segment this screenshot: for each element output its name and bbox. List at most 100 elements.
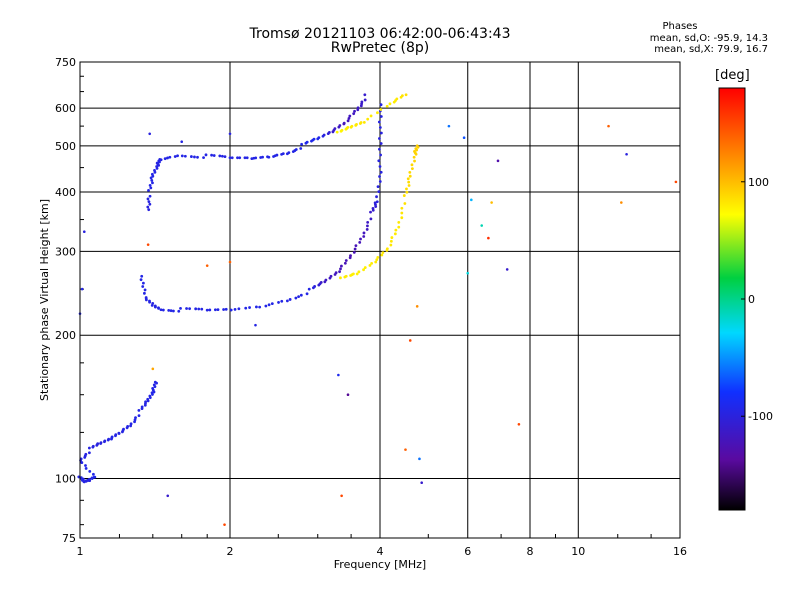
o-trace-point xyxy=(167,308,171,312)
x-trace-point xyxy=(412,155,416,159)
o-trace-point xyxy=(258,305,262,309)
o-trace-point xyxy=(143,288,147,292)
o-trace-point xyxy=(163,157,167,161)
scatter-point xyxy=(166,494,170,498)
o-trace-point xyxy=(114,433,118,437)
o-trace-point xyxy=(193,155,196,159)
x-trace-point xyxy=(414,147,418,151)
o-trace-point xyxy=(210,153,213,157)
o-trace-point xyxy=(378,175,381,178)
colorbar-tick-label: 100 xyxy=(748,176,769,189)
o-trace-point xyxy=(366,220,370,224)
x-trace-point xyxy=(402,194,406,197)
x-trace-point xyxy=(368,264,372,267)
o-trace-point xyxy=(212,154,216,157)
x-trace-point xyxy=(369,114,373,118)
x-trace-point xyxy=(370,261,374,265)
scatter-point xyxy=(340,494,343,498)
y-tick-label: 400 xyxy=(55,186,76,199)
o-trace-point xyxy=(92,472,95,476)
o-trace-point xyxy=(84,464,87,467)
o-trace-point xyxy=(248,306,251,309)
x-trace-point xyxy=(393,232,397,236)
o-trace-point xyxy=(144,400,147,404)
o-trace-point xyxy=(307,287,311,291)
o-trace-point xyxy=(148,194,152,198)
x-trace-point xyxy=(400,206,404,210)
o-trace-point xyxy=(149,176,153,180)
x-trace-point xyxy=(408,174,412,178)
colorbar-title: [deg] xyxy=(715,68,750,83)
o-trace-point xyxy=(324,278,328,282)
o-trace-point xyxy=(216,308,220,312)
x-trace-point xyxy=(413,159,416,163)
y-tick-label: 600 xyxy=(55,102,76,115)
o-trace-point xyxy=(362,231,366,235)
o-trace-point xyxy=(152,383,156,387)
o-trace-point xyxy=(255,305,258,309)
o-trace-point xyxy=(155,161,159,165)
o-trace-point xyxy=(277,301,280,304)
o-trace-point xyxy=(362,235,366,238)
o-trace-point xyxy=(233,307,237,311)
x-trace-point xyxy=(388,102,392,106)
o-trace-point xyxy=(334,271,338,275)
o-trace-point xyxy=(196,155,199,159)
o-trace-point xyxy=(378,137,381,140)
o-trace-point xyxy=(153,380,157,384)
x-trace-point xyxy=(389,243,393,247)
x-trace-point xyxy=(407,180,411,184)
o-trace-point xyxy=(220,154,224,158)
o-trace-point xyxy=(312,137,316,141)
o-trace-point xyxy=(300,142,304,146)
x-trace-point xyxy=(374,260,378,264)
o-trace-point xyxy=(327,130,331,134)
x-trace-point xyxy=(359,121,363,124)
x-trace-point xyxy=(405,187,408,191)
x-trace-point xyxy=(376,111,379,115)
o-trace-point xyxy=(297,295,300,299)
o-trace-point xyxy=(365,228,369,231)
o-trace-point xyxy=(342,121,346,125)
y-axis-label: Stationary phase Virtual Height [km] xyxy=(38,199,51,401)
o-trace-point xyxy=(148,202,152,206)
o-trace-point xyxy=(134,416,137,420)
o-trace-point xyxy=(338,270,341,274)
o-trace-point xyxy=(243,156,247,160)
o-trace-point xyxy=(117,431,121,435)
phase-stats-x: mean, sd,X: 79.9, 16.7 xyxy=(654,44,768,55)
y-tick-label: 500 xyxy=(55,140,76,153)
o-trace-point xyxy=(103,439,107,443)
o-trace-point xyxy=(205,308,209,312)
x-trace-point xyxy=(406,177,410,181)
x-trace-point xyxy=(363,266,367,269)
o-trace-point xyxy=(168,155,172,159)
o-trace-point xyxy=(353,247,357,251)
x-trace-point xyxy=(335,130,339,134)
grid-lines xyxy=(80,62,680,538)
o-trace-point xyxy=(317,136,321,139)
o-trace-point xyxy=(150,172,154,176)
o-trace-point xyxy=(190,155,193,158)
o-trace-point xyxy=(229,308,233,312)
o-trace-point xyxy=(150,303,154,307)
colorbar-tick-label: 0 xyxy=(748,293,755,306)
scatter-point xyxy=(408,339,412,342)
o-trace-point xyxy=(270,302,274,306)
o-trace-point xyxy=(379,170,383,174)
o-trace-point xyxy=(363,98,367,102)
x-trace-point xyxy=(362,120,366,124)
o-trace-point xyxy=(88,469,92,473)
o-trace-point xyxy=(299,147,303,150)
scatter-point xyxy=(674,180,678,184)
o-trace-point xyxy=(96,442,100,446)
scatter-point xyxy=(517,422,521,426)
o-trace-point xyxy=(110,435,114,439)
o-trace-point xyxy=(375,200,379,204)
o-trace-point xyxy=(84,467,88,470)
scatter-point xyxy=(420,481,423,485)
x-trace-point xyxy=(410,167,414,171)
scatter-point xyxy=(146,243,150,246)
o-trace-point xyxy=(149,186,153,190)
